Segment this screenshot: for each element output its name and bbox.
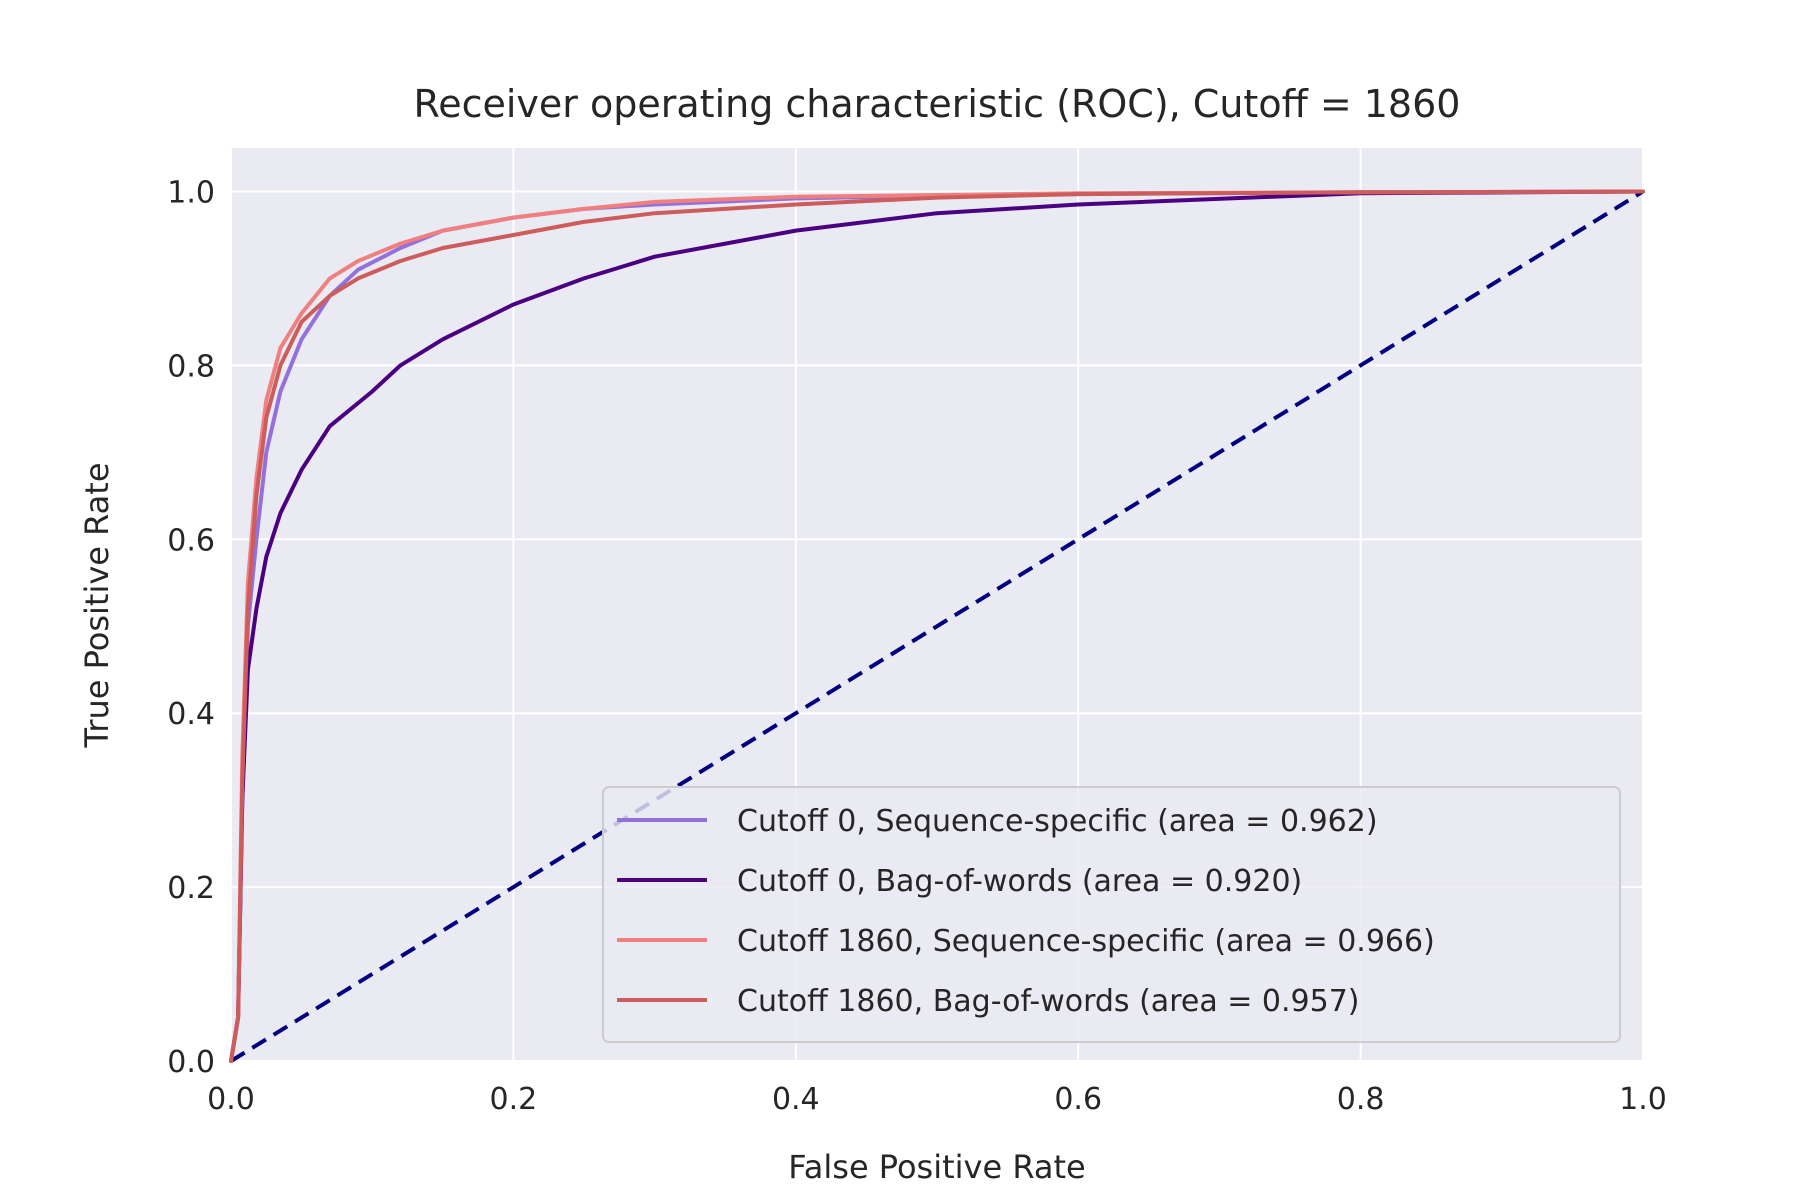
- y-tick-label: 0.8: [167, 349, 215, 384]
- legend-items: Cutoff 0, Sequence-specific (area = 0.96…: [617, 804, 1435, 1019]
- y-axis-label: True Positive Rate: [78, 462, 116, 748]
- chance-diagonal-line: [229, 189, 1645, 1063]
- x-tick-label: 0.0: [207, 1082, 255, 1117]
- legend-label: Cutoff 1860, Sequence-specific (area = 0…: [737, 924, 1435, 959]
- x-tick-label: 0.2: [490, 1082, 538, 1117]
- roc-curve-series-2: [229, 189, 1645, 1063]
- legend-label: Cutoff 1860, Bag-of-words (area = 0.957): [737, 984, 1360, 1019]
- y-tick-labels: 0.0 0.2 0.4 0.6 0.8 1.0: [167, 175, 215, 1080]
- x-tick-label: 0.8: [1337, 1082, 1385, 1117]
- x-tick-label: 0.6: [1054, 1082, 1102, 1117]
- y-tick-label: 0.4: [167, 697, 215, 732]
- legend-box: [602, 786, 1621, 1043]
- reference-line-group: [229, 189, 1645, 1063]
- chart-title: Receiver operating characteristic (ROC),…: [414, 82, 1461, 126]
- series-group: [229, 189, 1645, 1063]
- x-tick-labels: 0.0 0.2 0.4 0.6 0.8 1.0: [207, 1082, 1667, 1117]
- y-tick-label: 0.0: [167, 1045, 215, 1080]
- legend: Cutoff 0, Sequence-specific (area = 0.96…: [602, 786, 1621, 1043]
- y-tick-label: 1.0: [167, 175, 215, 210]
- y-tick-label: 0.6: [167, 523, 215, 558]
- legend-label: Cutoff 0, Sequence-specific (area = 0.96…: [737, 804, 1378, 839]
- legend-label: Cutoff 0, Bag-of-words (area = 0.920): [737, 864, 1302, 899]
- x-tick-label: 1.0: [1619, 1082, 1667, 1117]
- roc-curve-series-4: [229, 189, 1645, 1063]
- y-tick-label: 0.2: [167, 871, 215, 906]
- x-axis-label: False Positive Rate: [788, 1148, 1085, 1186]
- x-tick-label: 0.4: [772, 1082, 820, 1117]
